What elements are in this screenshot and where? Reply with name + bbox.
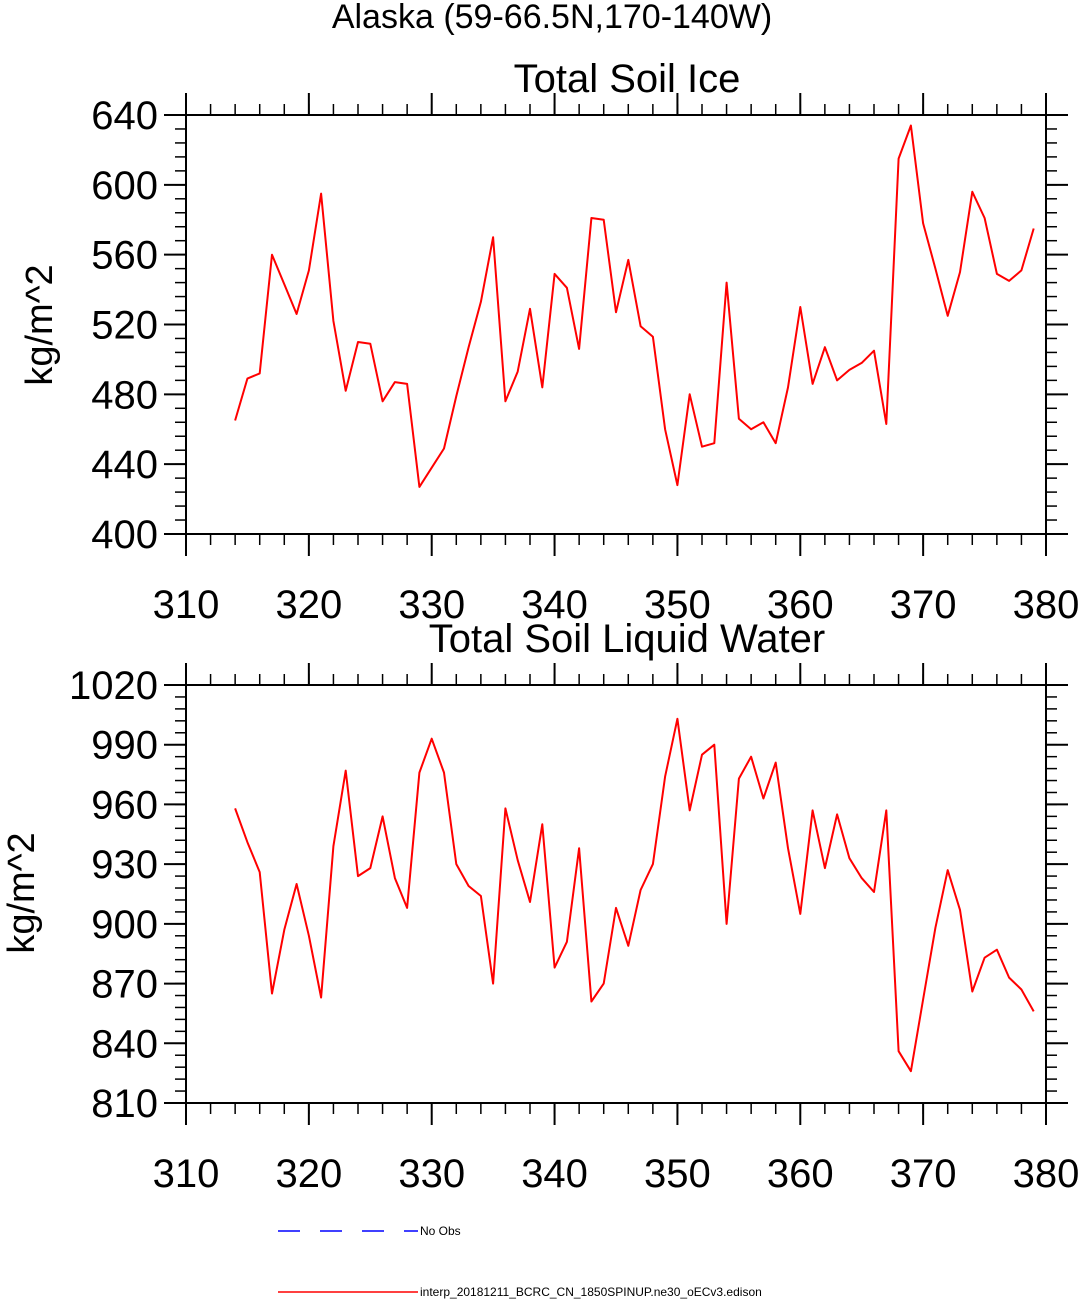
legend-label-no-obs: No Obs — [420, 1224, 461, 1238]
axis-ticks: 310 320 330 340 350 360 370 380 810 840 870 900 930 9… — [69, 663, 1079, 1196]
x-tick-label: 370 — [890, 583, 957, 627]
y-tick-label: 480 — [91, 373, 158, 417]
series-line-model — [234, 717, 1035, 1073]
x-tick-label: 330 — [398, 583, 465, 627]
x-tick-label: 350 — [644, 583, 711, 627]
y-tick-label: 810 — [91, 1082, 158, 1126]
y-tick-label: 1020 — [69, 664, 158, 708]
y-tick-label: 600 — [91, 164, 158, 208]
panel-title: Total Soil Liquid Water — [429, 617, 825, 661]
x-tick-label: 380 — [1013, 1152, 1079, 1196]
y-axis-label: kg/m^2 — [19, 264, 61, 385]
x-tick-label: 360 — [767, 1152, 834, 1196]
panel-title: Total Soil Ice — [514, 57, 741, 101]
legend-label-model: interp_20181211_BCRC_CN_1850SPINUP.ne30_… — [420, 1285, 762, 1299]
y-tick-label: 520 — [91, 304, 158, 348]
series-layer — [234, 124, 1035, 488]
series-line-model — [234, 124, 1035, 488]
x-tick-label: 330 — [398, 1152, 465, 1196]
x-tick-label: 350 — [644, 1152, 711, 1196]
x-tick-label: 310 — [153, 1152, 220, 1196]
y-tick-label: 960 — [91, 783, 158, 827]
region-title: Alaska (59-66.5N,170-140W) — [332, 0, 772, 36]
y-tick-label: 900 — [91, 903, 158, 947]
x-tick-label: 370 — [890, 1152, 957, 1196]
x-tick-label: 320 — [275, 583, 342, 627]
y-axis-label: kg/m^2 — [1, 832, 43, 953]
x-tick-label: 310 — [153, 583, 220, 627]
y-tick-label: 440 — [91, 443, 158, 487]
panel-total-soil-liquid-water: Total Soil Liquid Water kg/m^2 310 320 330… — [1, 617, 1079, 1196]
x-tick-label: 340 — [521, 1152, 588, 1196]
x-tick-label: 380 — [1013, 583, 1079, 627]
legend: No Obs interp_20181211_BCRC_CN_1850SPINU… — [278, 1224, 762, 1299]
y-tick-label: 930 — [91, 843, 158, 887]
x-tick-label: 360 — [767, 583, 834, 627]
series-layer — [234, 717, 1035, 1073]
y-tick-label: 870 — [91, 963, 158, 1007]
panel-total-soil-ice: Total Soil Ice kg/m^2 310 320 330 340 350 360… — [19, 57, 1079, 627]
x-tick-label: 340 — [521, 583, 588, 627]
y-tick-label: 560 — [91, 234, 158, 278]
plot-frame — [185, 114, 1047, 535]
y-tick-label: 840 — [91, 1022, 158, 1066]
axis-ticks: 310 320 330 340 350 360 370 380 400 440 480 520 560 6… — [91, 93, 1079, 627]
y-tick-label: 400 — [91, 513, 158, 557]
y-tick-label: 640 — [91, 94, 158, 138]
y-tick-label: 990 — [91, 724, 158, 768]
x-tick-label: 320 — [275, 1152, 342, 1196]
plot-frame — [185, 684, 1047, 1104]
